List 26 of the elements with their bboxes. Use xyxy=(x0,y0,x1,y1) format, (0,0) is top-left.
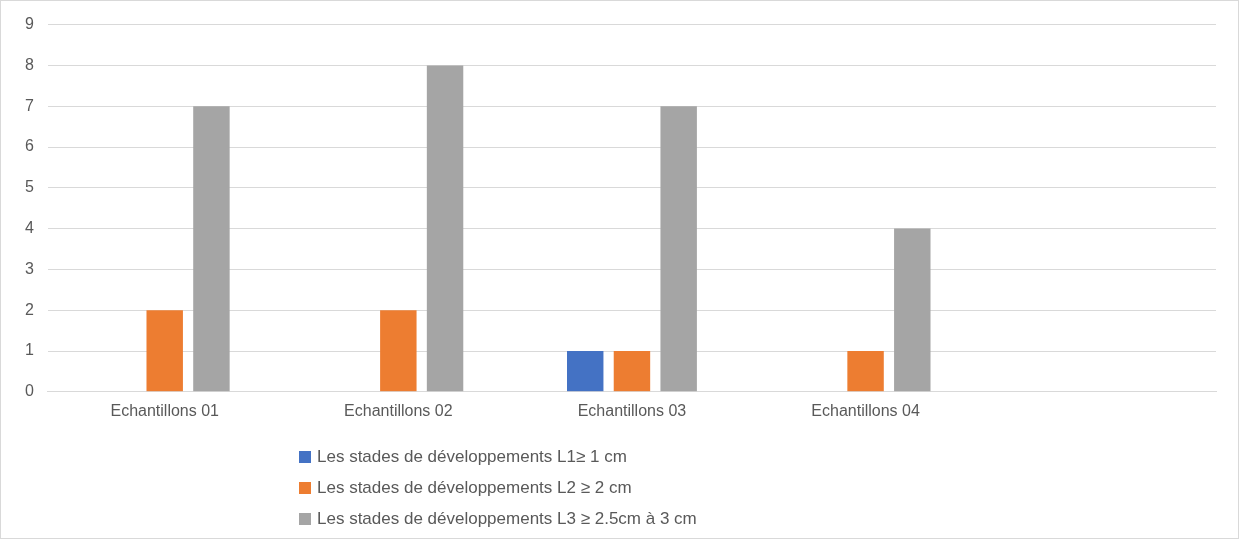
x-tick-label: Echantillons 03 xyxy=(577,401,687,419)
y-tick-label: 9 xyxy=(24,15,34,33)
y-tick-label: 1 xyxy=(24,341,34,359)
y-tick-label: 8 xyxy=(24,55,34,73)
bar xyxy=(660,106,697,392)
bar xyxy=(380,310,417,392)
y-tick-label: 5 xyxy=(24,178,34,196)
bar xyxy=(567,351,604,392)
x-tick-label: Echantillons 01 xyxy=(110,401,220,419)
x-tick-label: Echantillons 02 xyxy=(344,401,453,419)
bar xyxy=(426,65,464,392)
legend-label: Les stades de développements L2 ≥ 2 cm xyxy=(317,477,632,498)
x-tick-label: Echantillons 04 xyxy=(811,401,920,419)
bar xyxy=(847,351,884,392)
y-tick-label: 7 xyxy=(24,96,34,114)
y-tick-label: 0 xyxy=(24,382,34,400)
bar xyxy=(894,228,931,392)
y-tick-label: 6 xyxy=(24,137,34,155)
bar xyxy=(613,351,651,392)
y-tick-label: 4 xyxy=(24,219,34,237)
bar xyxy=(193,106,230,392)
legend-label: Les stades de développements L1≥ 1 cm xyxy=(317,446,627,467)
y-tick-label: 2 xyxy=(24,300,34,318)
y-tick-label: 3 xyxy=(24,259,34,277)
legend-label: Les stades de développements L3 ≥ 2.5cm à 3 cm xyxy=(317,508,697,529)
bar xyxy=(146,310,183,392)
